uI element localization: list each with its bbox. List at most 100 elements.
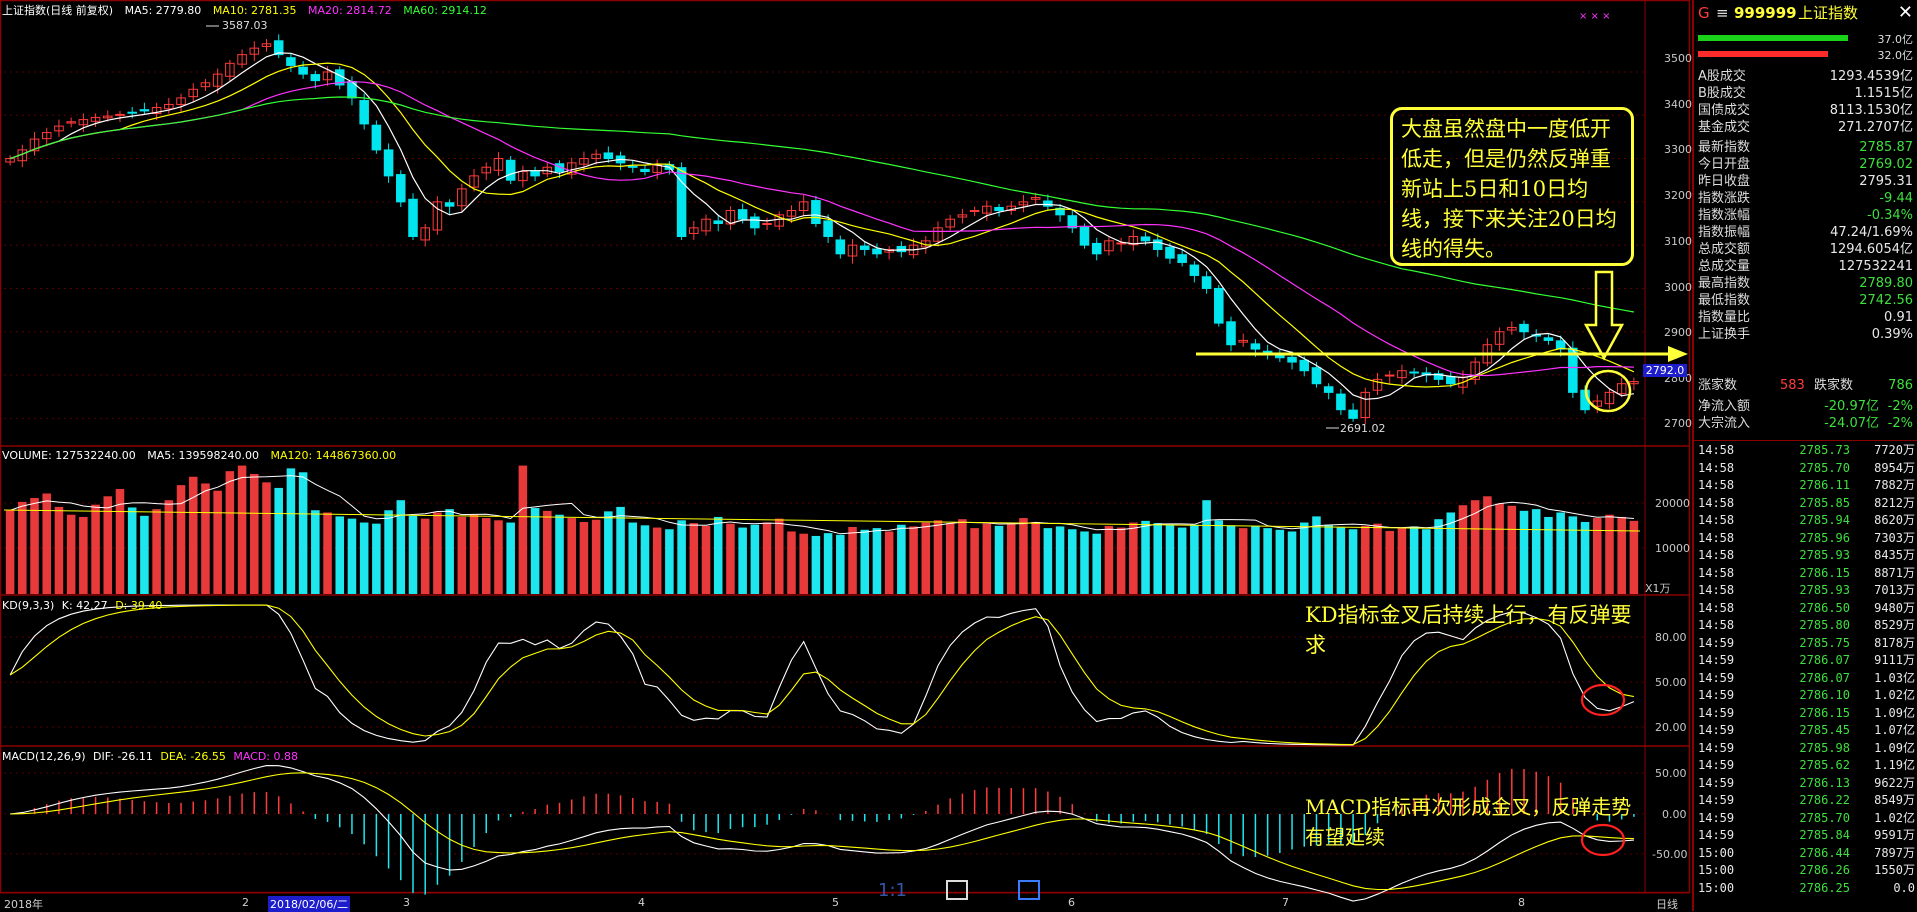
volume-bar — [945, 523, 955, 594]
down-count-value: 786 — [1888, 378, 1913, 393]
candle — [444, 202, 455, 207]
stat-value: 2742.56 — [1859, 293, 1913, 308]
candle — [1091, 242, 1102, 255]
volume-bar — [30, 497, 39, 594]
volume-bar — [1556, 512, 1565, 594]
candle — [359, 100, 369, 125]
tick-price: 2786.44 — [1799, 845, 1850, 860]
fit-screen-icon[interactable] — [946, 880, 968, 900]
candle — [1384, 374, 1395, 377]
tick-price: 2785.70 — [1799, 460, 1850, 475]
tick-time: 14:58 — [1698, 513, 1735, 527]
volume-bar — [1580, 521, 1590, 594]
tick-list[interactable]: 14:58 2785.73 7720万 14:58 2785.70 8954万 14:58 2… — [1694, 440, 1917, 912]
candle — [1250, 343, 1261, 350]
candle — [420, 227, 430, 241]
window-menu-icon[interactable]: × × × — [1579, 11, 1611, 22]
volume-bar — [323, 512, 332, 594]
kd-annotation: KD指标金叉后持续上行，有反弹要求 — [1305, 603, 1632, 657]
volume-bar — [1092, 533, 1101, 594]
tick-row: 14:58 2786.50 9480万 — [1694, 600, 1917, 616]
volume-bar — [164, 500, 174, 594]
stat-value: 0.39% — [1871, 327, 1913, 342]
tick-time: 15:00 — [1698, 863, 1735, 877]
volume-bar — [958, 519, 967, 594]
stat-label: A股成交 — [1698, 69, 1746, 84]
volume-bar — [445, 509, 454, 594]
volume-bar — [213, 490, 222, 594]
price-tick: 3500 — [1664, 52, 1692, 65]
candle — [457, 188, 467, 207]
stat-label: 指数量比 — [1698, 310, 1751, 325]
volume-bar — [616, 506, 625, 594]
volume-bar — [1190, 524, 1199, 594]
candle — [1214, 287, 1224, 324]
stat-value: 2789.80 — [1859, 276, 1913, 291]
ma5-line — [9, 52, 1635, 400]
candle — [1397, 370, 1407, 379]
flow-value: -24.07亿 — [1824, 416, 1879, 431]
candle — [1116, 242, 1126, 245]
close-icon[interactable]: ✕ — [1897, 2, 1913, 23]
candle — [530, 170, 540, 177]
stat-row: 总成交量 127532241 — [1694, 258, 1917, 275]
stat-label: 昨日收盘 — [1698, 174, 1751, 189]
candle — [701, 218, 711, 232]
tick-price: 2786.13 — [1799, 775, 1850, 790]
volume-bar — [1299, 522, 1309, 594]
volume-bar — [1263, 528, 1272, 594]
candle — [1445, 376, 1456, 385]
volume-bar — [1519, 510, 1529, 594]
tick-volume: 1.09亿 — [1874, 740, 1915, 755]
tick-price: 2786.50 — [1799, 600, 1850, 615]
zoom-ratio-button[interactable]: 1:1 — [878, 880, 907, 901]
candle — [200, 82, 211, 88]
volume-bar — [1373, 523, 1382, 594]
x-label-selected[interactable]: 2018/02/06/二 — [268, 896, 351, 912]
tick-row: 14:59 2786.15 1.09亿 — [1694, 705, 1917, 721]
volume-bar — [1275, 529, 1285, 594]
candle — [481, 166, 492, 174]
menu-icon[interactable]: ≡ — [1716, 4, 1729, 22]
candle — [164, 103, 174, 110]
candle — [859, 245, 870, 250]
candle — [310, 74, 321, 82]
x-label: 5 — [832, 896, 839, 909]
candle — [432, 201, 443, 231]
volume-bar — [286, 468, 296, 594]
candle — [689, 227, 699, 234]
tick-price: 2786.26 — [1799, 863, 1850, 877]
candle — [1018, 201, 1029, 206]
kd-tick: 50.00 — [1655, 676, 1687, 689]
tick-row: 14:58 2785.85 8212万 — [1694, 495, 1917, 511]
tick-price: 2786.15 — [1799, 565, 1850, 580]
volume-bar — [347, 518, 357, 594]
period-label[interactable]: 日线 — [1656, 898, 1678, 911]
volume-bar — [604, 511, 613, 594]
candle — [1592, 400, 1603, 407]
edit-chart-icon[interactable] — [1018, 880, 1040, 900]
buy-strength-bar — [1698, 35, 1848, 41]
candle — [286, 57, 296, 66]
macd-legend: MACD(12,26,9) DIF: -26.11 DEA: -26.55 MA… — [2, 750, 306, 763]
sidebar-code-prefix: G — [1698, 4, 1710, 22]
volume-bar — [713, 516, 723, 594]
stat-label: 上证换手 — [1698, 327, 1751, 342]
volume-bar — [640, 525, 650, 594]
candle — [982, 205, 992, 214]
macd-legend-dea: DEA: -26.55 — [160, 750, 226, 763]
volume-bar — [1031, 521, 1040, 594]
candle — [957, 214, 968, 218]
tick-volume: 7013万 — [1874, 583, 1915, 597]
candle — [1140, 236, 1151, 242]
up-count-value: 583 — [1780, 378, 1805, 393]
volume-bar — [1177, 527, 1187, 594]
volume-bar — [1385, 530, 1394, 594]
tick-time: 14:59 — [1698, 810, 1735, 825]
volume-bar — [1409, 526, 1419, 594]
volume-bar — [1019, 518, 1028, 594]
tick-volume: 1.07亿 — [1874, 723, 1915, 737]
kd-tick: 20.00 — [1655, 721, 1687, 734]
stat-row: 最新指数 2785.87 — [1694, 139, 1917, 156]
